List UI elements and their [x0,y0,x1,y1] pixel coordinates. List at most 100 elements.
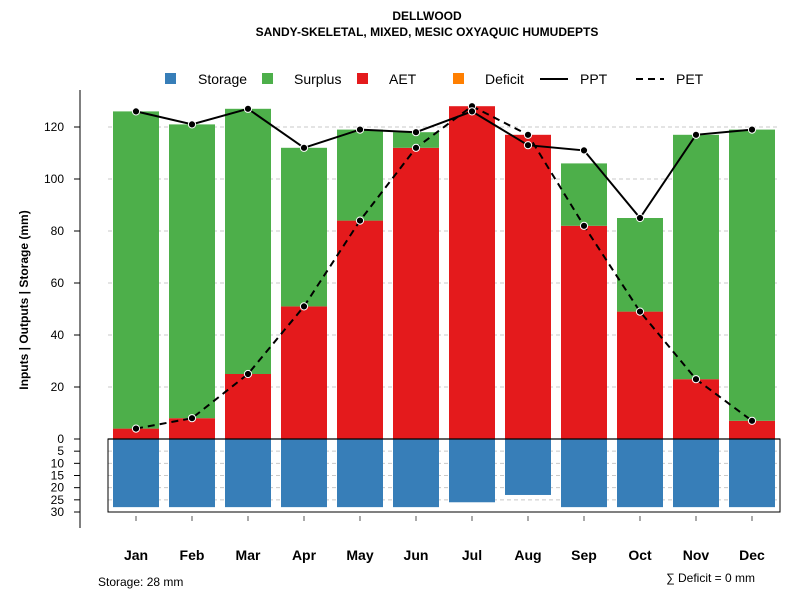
bar-storage [225,439,271,508]
bar-aet [505,134,551,440]
ppt-line-point [635,213,645,223]
x-tick-label: May [346,547,373,563]
bar-aet [617,311,663,439]
storage-note: Storage: 28 mm [98,575,183,589]
x-tick-label: Oct [628,547,652,563]
bar-storage [449,439,495,503]
bar-aet [225,374,271,439]
bar-surplus [281,147,327,307]
y-tick-label: 100 [44,172,64,186]
bar-storage [337,439,383,508]
pet-line-point [243,369,253,379]
bar-storage [169,439,215,508]
storage-tick-label: 15 [51,469,65,483]
bar-aet [281,306,327,439]
bar-surplus [729,129,775,421]
y-axis-label: Inputs | Outputs | Storage (mm) [17,210,31,389]
pet-line-point [635,307,645,316]
bar-storage [281,439,327,508]
ppt-line-point [131,107,141,116]
storage-tick-label: 10 [51,456,65,470]
ppt-line-point [467,107,477,116]
bar-aet [449,106,495,439]
bar-surplus [337,129,383,221]
x-tick-label: Mar [236,547,261,563]
legend-label-pet: PET [676,71,704,87]
x-tick-label: Jan [124,547,148,563]
y-tick-label: 0 [57,432,64,446]
bar-surplus [169,124,215,419]
ppt-line-point [523,141,533,150]
x-tick-label: Dec [739,547,765,563]
bar-storage [113,439,159,508]
storage-tick-label: 30 [51,505,65,519]
ppt-line-point [691,130,701,139]
pet-line-point [131,424,141,433]
storage-tick-label: 25 [51,493,65,507]
bar-storage [729,439,775,508]
pet-line-point [299,302,309,311]
legend-label-ppt: PPT [580,71,608,87]
bar-storage [673,439,719,508]
legend-swatch-aet [357,73,368,84]
storage-tick-label: 20 [51,481,65,495]
bar-surplus [225,108,271,375]
bar-storage [505,439,551,495]
bars [107,106,781,513]
bar-surplus [561,163,607,226]
bar-surplus [617,218,663,312]
pet-line [135,105,753,430]
legend-label-storage: Storage [198,71,247,87]
bar-aet [169,418,215,439]
ppt-line-point [187,120,197,129]
legend-swatch-deficit [453,73,464,84]
chart-subtitle: SANDY-SKELETAL, MIXED, MESIC OXYAQUIC HU… [256,25,599,39]
y-tick-label: 60 [51,276,65,290]
bar-surplus [673,134,719,380]
pet-line-point [411,143,421,152]
bar-aet [113,428,159,439]
legend-label-aet: AET [389,71,417,87]
pet-line-point [747,416,757,425]
storage-tick-label: 5 [57,444,64,458]
y-tick-label: 120 [44,120,64,134]
chart-title: DELLWOOD [392,9,462,23]
legend-swatch-storage [165,73,176,84]
y-tick-label: 80 [51,224,65,238]
bar-aet [729,420,775,439]
x-tick-label: Feb [180,547,205,563]
ppt-line-point [299,143,309,152]
ppt-line [135,107,753,220]
y-tick-label: 20 [51,380,65,394]
bar-storage [393,439,439,508]
y-tick-label: 40 [51,328,65,342]
pet-line-point [579,221,589,230]
x-tick-label: Nov [683,547,710,563]
legend: Storage Surplus AET Deficit PPT PET [165,71,704,87]
bar-storage [561,439,607,508]
ppt-line-point [243,104,253,113]
deficit-note: ∑ Deficit = 0 mm [666,571,755,585]
legend-label-surplus: Surplus [294,71,341,87]
pet-line-point [523,130,533,139]
ppt-line-point [411,128,421,137]
ppt-line-point [747,125,757,134]
pet-line-point [187,414,197,423]
pet-line-point [691,375,701,384]
x-tick-label: Jul [462,547,482,563]
bar-aet [337,220,383,439]
bar-surplus [113,111,159,429]
bar-aet [561,225,607,439]
ppt-line-point [579,146,589,155]
x-tick-label: Apr [292,547,317,563]
bar-aet [393,147,439,440]
x-tick-label: Jun [404,547,429,563]
ppt-line-point [355,125,365,134]
x-tick-label: Sep [571,547,597,563]
legend-swatch-surplus [262,73,273,84]
legend-label-deficit: Deficit [485,71,524,87]
bar-storage [617,439,663,508]
x-tick-label: Aug [514,547,541,563]
